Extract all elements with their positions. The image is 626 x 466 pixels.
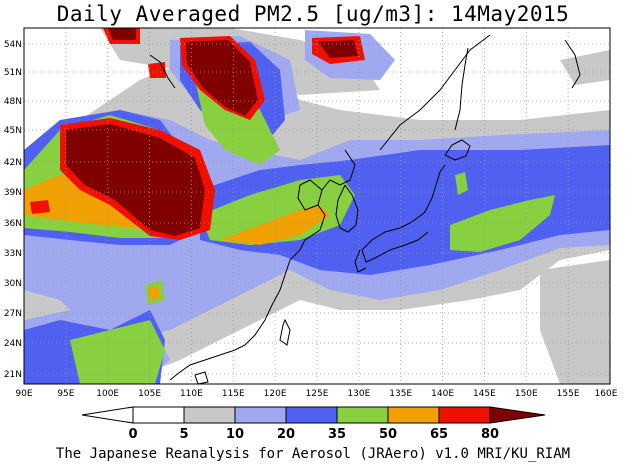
contour-maroon-topleft	[108, 28, 136, 40]
y-tick-label: 30N	[4, 279, 22, 289]
colorbar-label: 20	[277, 427, 295, 442]
contour-green-region	[200, 175, 355, 245]
x-tick-label: 135E	[389, 389, 412, 399]
x-tick-label: 150E	[515, 389, 538, 399]
contour-green-hokkaido	[455, 172, 468, 195]
x-tick-label: 125E	[306, 389, 329, 399]
colorbar	[81, 406, 546, 424]
colorbar-segment	[438, 406, 491, 424]
colorbar-label: 5	[179, 427, 188, 442]
y-tick-label: 42N	[4, 158, 22, 168]
y-tick-label: 24N	[4, 339, 22, 349]
contour-green-japan	[450, 195, 555, 252]
coastline-taiwan	[279, 318, 291, 346]
coastline-sakhalin	[454, 47, 469, 131]
y-tick-label: 39N	[4, 188, 22, 198]
colorbar-label: 50	[379, 427, 397, 442]
contour-green-south	[70, 320, 165, 384]
colorbar-arrow-high	[489, 406, 546, 424]
coastline-japan-south	[361, 231, 429, 263]
x-tick-label: 155E	[557, 389, 580, 399]
x-tick-label: 100E	[96, 389, 119, 399]
x-tick-label: 130E	[347, 389, 370, 399]
x-tick-label: 110E	[180, 389, 203, 399]
x-tick-labels: 90E 95E 100E 105E 110E 115E 120E 125E 13…	[15, 389, 617, 399]
contour-gray-east	[540, 260, 610, 384]
y-tick-label: 45N	[4, 126, 22, 136]
colorbar-label: 65	[430, 427, 448, 442]
colorbar-label: 35	[328, 427, 346, 442]
coastline-china	[169, 149, 356, 381]
colorbar-segment	[183, 406, 236, 424]
coastline-baikal	[149, 54, 176, 89]
y-tick-label: 21N	[4, 370, 22, 380]
coastline-hainan	[194, 371, 209, 384]
x-tick-label: 95E	[57, 389, 74, 399]
footer-credit: The Japanese Reanalysis for Aerosol (JRA…	[55, 446, 571, 462]
gridlines	[24, 28, 610, 384]
contour-maroon-north	[186, 40, 258, 116]
x-tick-label: 140E	[431, 389, 454, 399]
colorbar-label: 80	[481, 427, 499, 442]
x-tick-label: 145E	[473, 389, 496, 399]
contour-red-spot-west	[30, 200, 50, 214]
y-tick-label: 36N	[4, 219, 22, 229]
x-tick-label: 105E	[138, 389, 161, 399]
coastline-japan-honshu	[361, 164, 446, 251]
coastlines	[149, 34, 581, 384]
contour-maroon-region	[66, 124, 205, 236]
contour-red-small	[148, 62, 166, 78]
x-tick-label: 90E	[15, 389, 32, 399]
colorbar-labels: 0 5 10 20 35 50 65 80	[128, 427, 499, 442]
coastline-hokkaido	[444, 139, 471, 161]
pm25-contours	[24, 28, 610, 384]
y-tick-label: 51N	[4, 68, 22, 78]
colorbar-segment	[285, 406, 338, 424]
coastline-kyushu	[354, 249, 367, 273]
y-tick-label: 33N	[4, 249, 22, 259]
map-title: Daily Averaged PM2.5 [ug/m3]: 14May2015	[56, 2, 570, 26]
coastline-korea	[335, 184, 359, 233]
coastline-kamchatka	[564, 39, 581, 89]
contour-orange-spot	[148, 286, 160, 300]
contour-gray-ne	[560, 50, 610, 85]
colorbar-segment	[234, 406, 287, 424]
coastline-russia-east	[379, 34, 491, 151]
colorbar-label: 0	[128, 427, 137, 442]
plot-frame	[23, 27, 611, 385]
y-tick-labels: 54N 51N 48N 45N 42N 39N 36N 33N 30N 27N …	[4, 40, 22, 380]
colorbar-segment	[336, 406, 389, 424]
coastline-bohai	[297, 179, 323, 211]
colorbar-segment	[387, 406, 440, 424]
contour-orange-west	[24, 175, 150, 228]
colorbar-label: 10	[226, 427, 244, 442]
contour-maroon-ne	[318, 40, 358, 58]
y-tick-label: 48N	[4, 97, 22, 107]
colorbar-arrow-low	[81, 406, 134, 424]
y-tick-label: 27N	[4, 309, 22, 319]
x-tick-label: 120E	[264, 389, 287, 399]
colorbar-segment	[132, 406, 185, 424]
x-tick-label: 160E	[595, 389, 618, 399]
x-tick-label: 115E	[222, 389, 245, 399]
y-tick-label: 54N	[4, 40, 22, 50]
